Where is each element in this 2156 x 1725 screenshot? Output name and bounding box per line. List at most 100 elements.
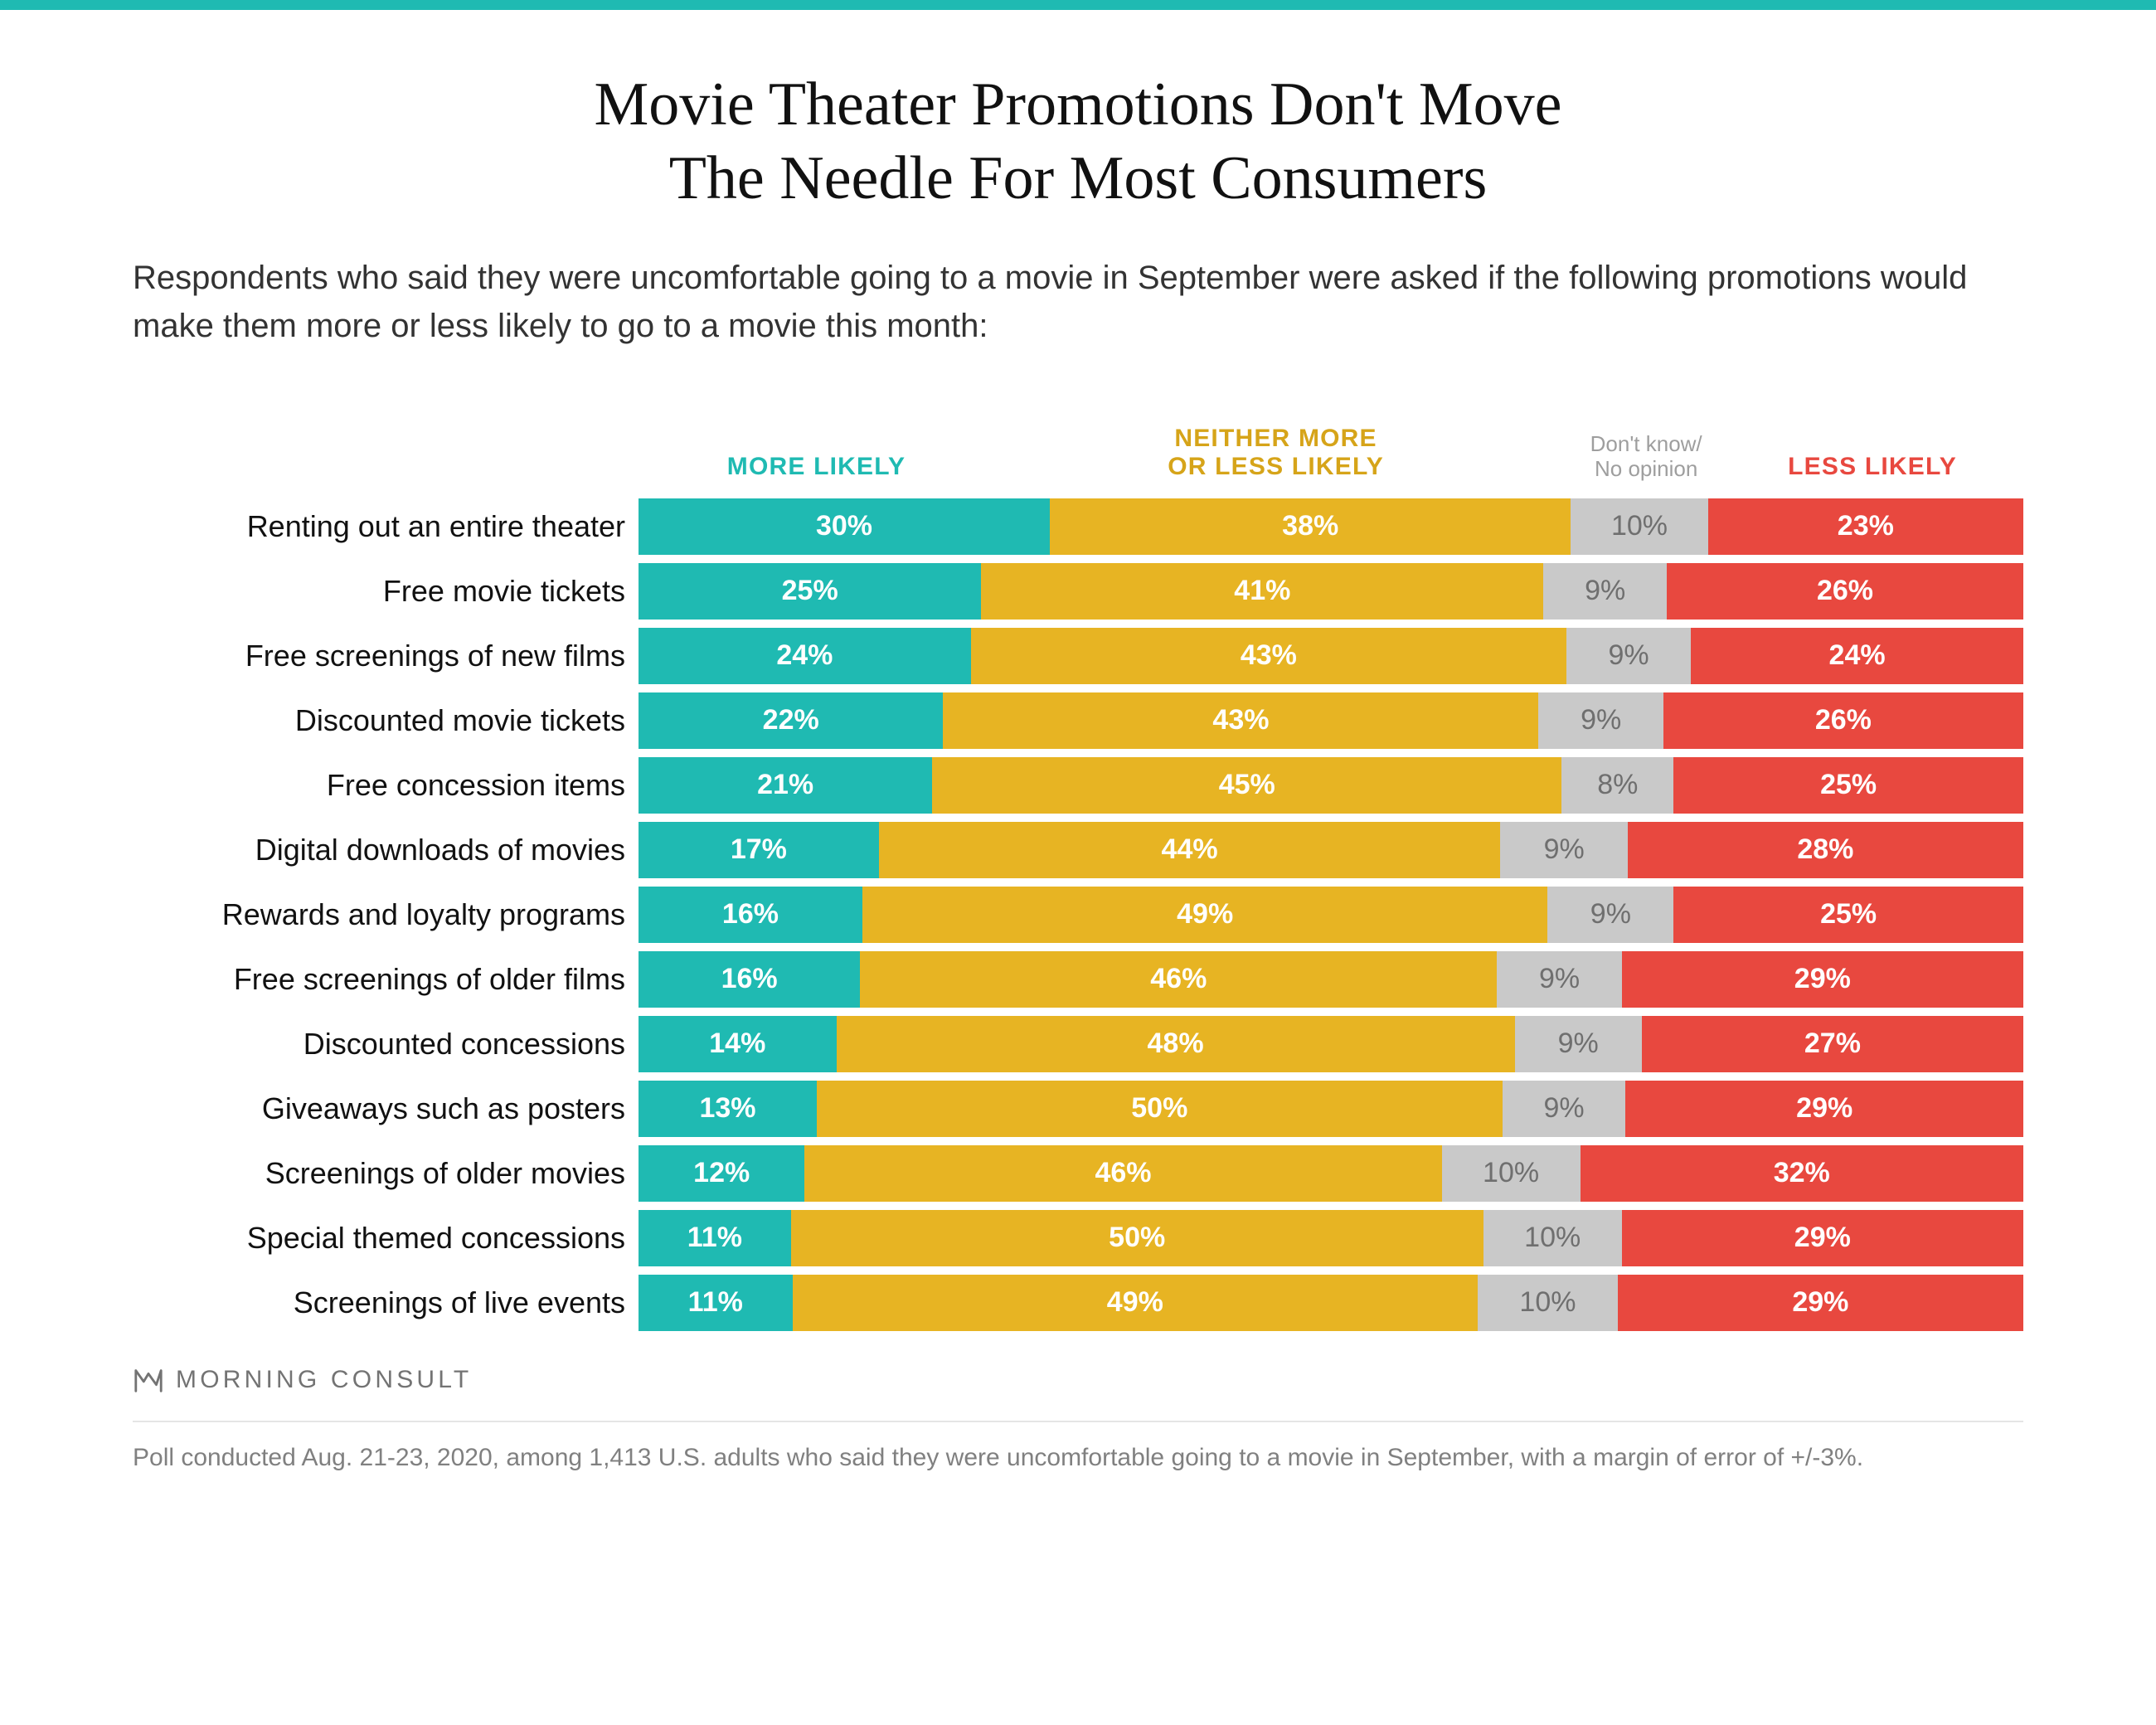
bar-segment: 11% xyxy=(639,1275,793,1331)
bar-segment: 29% xyxy=(1625,1081,2023,1137)
row-label: Special themed concessions xyxy=(133,1221,639,1256)
row-label: Free movie tickets xyxy=(133,574,639,609)
legend-item: Don't know/No opinion xyxy=(1571,432,1721,482)
row-label: Giveaways such as posters xyxy=(133,1091,639,1126)
stacked-bar: 14%48%9%27% xyxy=(639,1016,2023,1072)
row-label: Discounted concessions xyxy=(133,1027,639,1062)
bar-segment: 10% xyxy=(1442,1145,1581,1202)
bar-row: Discounted concessions14%48%9%27% xyxy=(133,1016,2023,1072)
row-label: Discounted movie tickets xyxy=(133,703,639,738)
bar-segment: 38% xyxy=(1050,498,1571,555)
stacked-bar: 21%45%8%25% xyxy=(639,757,2023,814)
stacked-bar: 13%50%9%29% xyxy=(639,1081,2023,1137)
bar-segment: 49% xyxy=(793,1275,1479,1331)
bar-segment: 9% xyxy=(1538,692,1663,749)
legend-item: LESS LIKELY xyxy=(1721,453,2023,482)
bar-segment: 23% xyxy=(1708,498,2023,555)
bar-segment: 17% xyxy=(639,822,879,878)
top-accent-bar xyxy=(0,0,2156,10)
stacked-bar: 22%43%9%26% xyxy=(639,692,2023,749)
legend-item: NEITHER MOREOR LESS LIKELY xyxy=(981,425,1571,482)
bar-segment: 26% xyxy=(1667,563,2023,620)
bar-segment: 12% xyxy=(639,1145,804,1202)
footnote: Poll conducted Aug. 21-23, 2020, among 1… xyxy=(133,1422,2023,1472)
stacked-bar: 24%43%9%24% xyxy=(639,628,2023,684)
bar-segment: 9% xyxy=(1515,1016,1642,1072)
bar-segment: 16% xyxy=(639,887,862,943)
stacked-bar: 11%50%10%29% xyxy=(639,1210,2023,1266)
stacked-bar: 12%46%10%32% xyxy=(639,1145,2023,1202)
bar-segment: 30% xyxy=(639,498,1050,555)
bar-segment: 10% xyxy=(1571,498,1707,555)
bar-segment: 9% xyxy=(1503,1081,1626,1137)
bar-row: Free movie tickets25%41%9%26% xyxy=(133,563,2023,620)
stacked-bar: 30%38%10%23% xyxy=(639,498,2023,555)
content-area: Movie Theater Promotions Don't Move The … xyxy=(0,10,2156,1331)
bar-segment: 16% xyxy=(639,951,860,1008)
bar-segment: 29% xyxy=(1618,1275,2023,1331)
row-label: Renting out an entire theater xyxy=(133,509,639,544)
bar-segment: 8% xyxy=(1561,757,1673,814)
bar-segment: 9% xyxy=(1566,628,1691,684)
legend-cells: MORE LIKELYNEITHER MOREOR LESS LIKELYDon… xyxy=(652,425,2023,482)
row-label: Rewards and loyalty programs xyxy=(133,897,639,932)
bar-segment: 50% xyxy=(817,1081,1503,1137)
title-line-1: Movie Theater Promotions Don't Move xyxy=(594,70,1561,138)
row-label: Digital downloads of movies xyxy=(133,833,639,867)
bar-segment: 10% xyxy=(1478,1275,1618,1331)
bar-row: Screenings of older movies12%46%10%32% xyxy=(133,1145,2023,1202)
bar-row: Free screenings of new films24%43%9%24% xyxy=(133,628,2023,684)
bar-segment: 25% xyxy=(639,563,981,620)
bar-segment: 24% xyxy=(639,628,971,684)
bar-segment: 24% xyxy=(1691,628,2023,684)
bar-segment: 27% xyxy=(1642,1016,2023,1072)
bar-row: Digital downloads of movies17%44%9%28% xyxy=(133,822,2023,878)
bar-segment: 28% xyxy=(1628,822,2023,878)
bar-row: Screenings of live events11%49%10%29% xyxy=(133,1275,2023,1331)
row-label: Free concession items xyxy=(133,768,639,803)
bar-segment: 13% xyxy=(639,1081,817,1137)
bar-segment: 9% xyxy=(1547,887,1673,943)
bar-row: Special themed concessions11%50%10%29% xyxy=(133,1210,2023,1266)
title-line-2: The Needle For Most Consumers xyxy=(669,144,1488,212)
bar-segment: 14% xyxy=(639,1016,837,1072)
legend-item: MORE LIKELY xyxy=(652,453,981,482)
chart-card: Movie Theater Promotions Don't Move The … xyxy=(0,0,2156,1725)
brand-text: MORNING CONSULT xyxy=(176,1366,472,1394)
bar-segment: 46% xyxy=(860,951,1497,1008)
bar-row: Discounted movie tickets22%43%9%26% xyxy=(133,692,2023,749)
bar-segment: 32% xyxy=(1581,1145,2023,1202)
bar-segment: 50% xyxy=(791,1210,1483,1266)
brand-logo-icon xyxy=(133,1364,164,1396)
stacked-bar: 17%44%9%28% xyxy=(639,822,2023,878)
bar-segment: 43% xyxy=(971,628,1566,684)
bar-segment: 10% xyxy=(1483,1210,1622,1266)
bar-segment: 44% xyxy=(879,822,1501,878)
stacked-bar: 16%46%9%29% xyxy=(639,951,2023,1008)
bar-segment: 11% xyxy=(639,1210,791,1266)
bar-segment: 46% xyxy=(804,1145,1441,1202)
bar-segment: 45% xyxy=(932,757,1561,814)
stacked-bar: 25%41%9%26% xyxy=(639,563,2023,620)
bar-segment: 49% xyxy=(862,887,1548,943)
bar-rows: Renting out an entire theater30%38%10%23… xyxy=(133,498,2023,1331)
bar-segment: 41% xyxy=(981,563,1543,620)
bar-row: Giveaways such as posters13%50%9%29% xyxy=(133,1081,2023,1137)
chart-title: Movie Theater Promotions Don't Move The … xyxy=(133,68,2023,216)
stacked-bar: 16%49%9%25% xyxy=(639,887,2023,943)
row-label: Free screenings of new films xyxy=(133,639,639,673)
bar-segment: 9% xyxy=(1543,563,1667,620)
bar-segment: 29% xyxy=(1622,951,2023,1008)
chart-subtitle: Respondents who said they were uncomfort… xyxy=(133,254,2023,350)
row-label: Screenings of older movies xyxy=(133,1156,639,1191)
bar-segment: 26% xyxy=(1663,692,2023,749)
bar-segment: 25% xyxy=(1673,887,2023,943)
stacked-bar-chart: MORE LIKELYNEITHER MOREOR LESS LIKELYDon… xyxy=(133,425,2023,1331)
bar-row: Free screenings of older films16%46%9%29… xyxy=(133,951,2023,1008)
bar-segment: 48% xyxy=(837,1016,1515,1072)
bar-row: Rewards and loyalty programs16%49%9%25% xyxy=(133,887,2023,943)
bar-segment: 9% xyxy=(1497,951,1621,1008)
legend-row: MORE LIKELYNEITHER MOREOR LESS LIKELYDon… xyxy=(133,425,2023,482)
brand: MORNING CONSULT xyxy=(133,1364,2023,1421)
bar-segment: 29% xyxy=(1622,1210,2023,1266)
